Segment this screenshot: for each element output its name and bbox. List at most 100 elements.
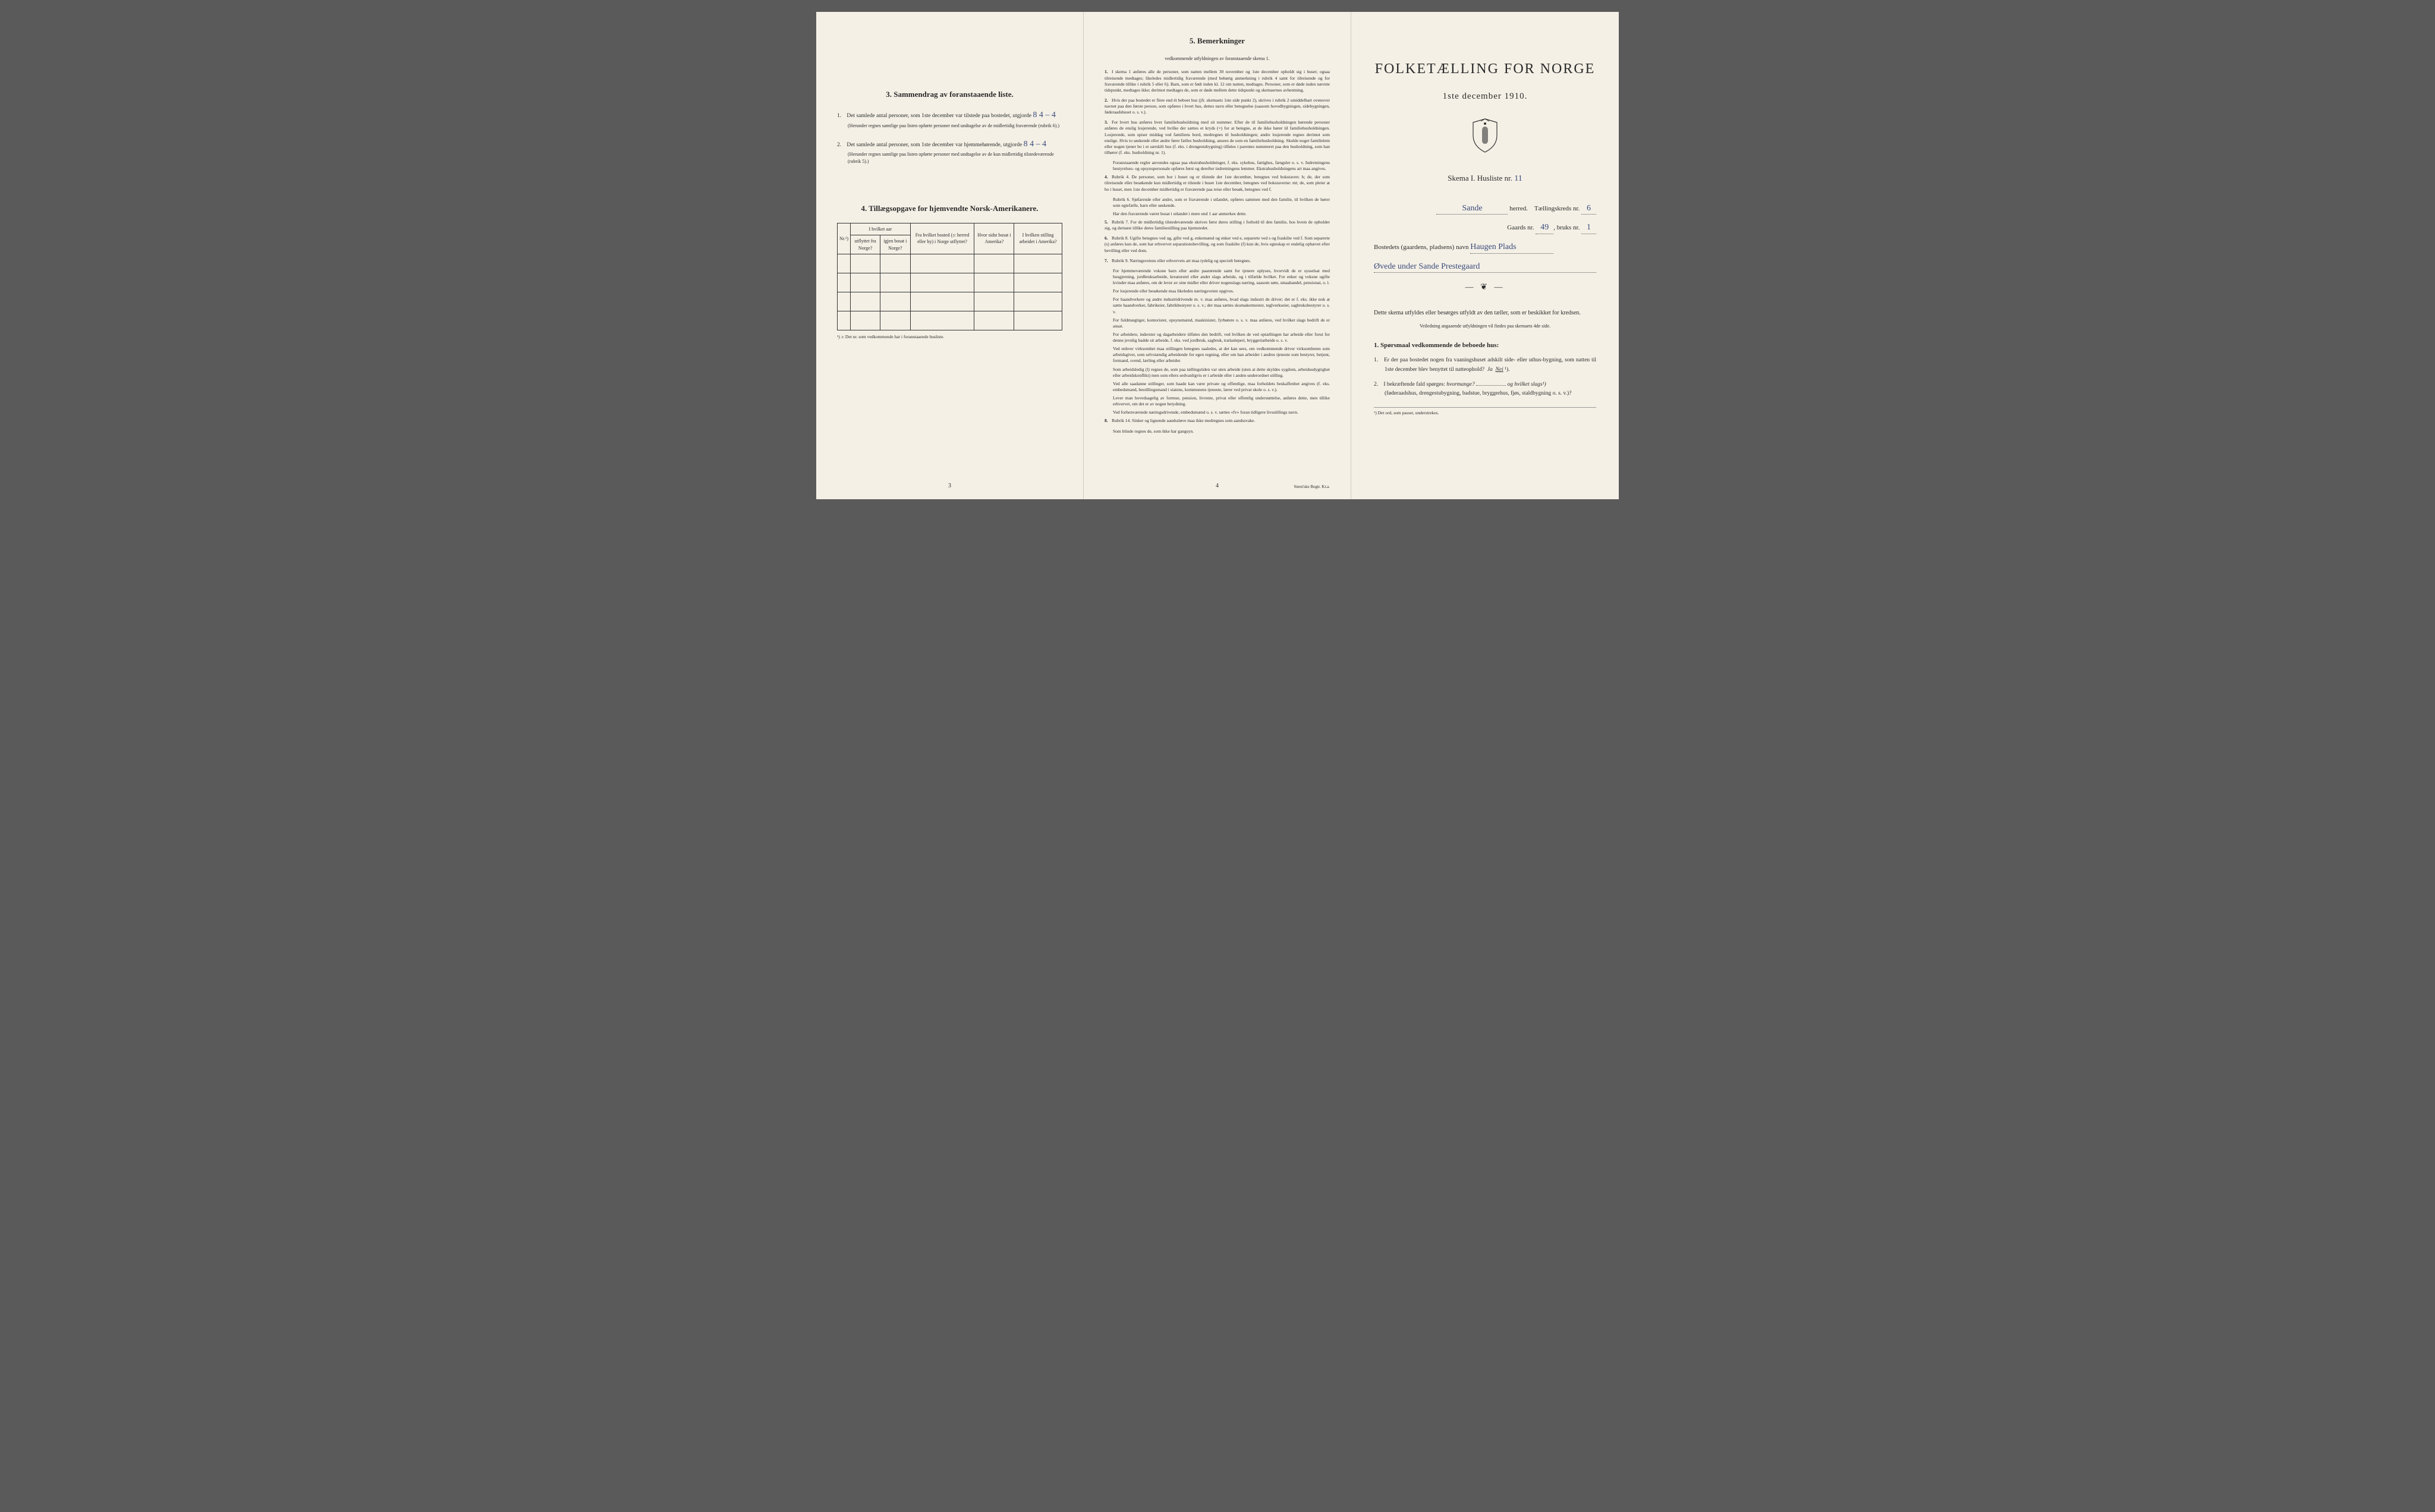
remark-text: For hvert hus anføres hver familiehushol… [1105,119,1330,155]
census-title: FOLKETÆLLING FOR NORGE [1374,59,1596,80]
remark-item: Har den fraværende været bosat i utlande… [1113,211,1330,217]
gaard-label: Gaards nr. [1507,224,1534,231]
remark-number: 6. [1105,235,1112,241]
remark-item: For losjerende eller besøkende maa likel… [1113,288,1330,294]
bosted-line: Bostedets (gaardens, pladsens) navn Haug… [1374,241,1596,254]
item-2-handwritten: 8 4 – 4 [1024,140,1047,149]
question-heading: 1. Spørsmaal vedkommende de beboede hus: [1374,341,1596,350]
remark-text: Som blinde regnes de, som ikke har gangs… [1113,429,1194,434]
item-1-text: Det samlede antal personer, som 1ste dec… [847,113,1031,119]
remark-item: For fuldmægtiger, kontorister, opsynsmæn… [1113,317,1330,329]
page-1-title: FOLKETÆLLING FOR NORGE 1ste december 191… [1351,12,1619,499]
remark-item: For haandverkere og andre industridriven… [1113,297,1330,314]
remark-item: 6.Rubrik 8. Ugifte betegnes ved ug, gift… [1105,235,1330,253]
remark-item: Lever man hovedsagelig av formue, pensio… [1113,395,1330,407]
q2-text: I bekræftende fald spørges: [1383,382,1445,388]
remark-text: For haandverkere og andre industridriven… [1113,297,1330,314]
remark-item: For hjemmeværende voksne barn eller andr… [1113,268,1330,286]
table-footnote: ¹) ɔ: Det nr. som vedkommende har i fora… [837,334,1062,341]
page-number: 4 [1216,482,1219,490]
remark-number: 5. [1105,219,1112,225]
kreds-label: Tællingskreds nr. [1534,205,1580,212]
gaard-line: Gaards nr. 49, bruks nr. 1 [1374,222,1596,234]
item-1-note: (Herunder regnes samtlige paa listen opf… [848,122,1062,130]
bosted-line-2: Øvede under Sande Prestegaard [1374,261,1596,273]
summary-item-2: 2. Det samlede antal personer, som 1ste … [837,138,1062,165]
item-number: 2. [837,141,845,150]
remark-text: For hjemmeværende voksne barn eller andr… [1113,268,1330,285]
remark-text: Ved enhver virksomhet maa stillingen bet… [1113,346,1330,363]
q1-ja: Ja [1487,367,1493,373]
husliste-nr: 11 [1514,174,1522,183]
table-body [838,254,1062,330]
remark-text: Hvis der paa bostedet er flere end ét be… [1105,97,1330,115]
instruction-subtext: Veiledning angaaende utfyldningen vil fi… [1374,323,1596,329]
th-position: I hvilken stilling arbeidet i Amerika? [1014,223,1062,254]
th-nr: Nr.¹) [838,223,851,254]
remark-text: Rubrik 6. Sjøfarende eller andre, som er… [1113,197,1330,208]
remark-text: Har den fraværende været bosat i utlande… [1113,211,1247,216]
remarks-list: 1.I skema 1 anføres alle de personer, so… [1105,69,1330,434]
census-date: 1ste december 1910. [1374,90,1596,103]
th-emigrated: utflyttet fra Norge? [851,235,880,254]
remark-item: 4.Rubrik 4. De personer, som bor i huset… [1105,174,1330,192]
section-3-title: 3. Sammendrag av foranstaaende liste. [837,89,1062,100]
remark-item: Som blinde regnes de, som ikke har gangs… [1113,429,1330,434]
remark-text: For fuldmægtiger, kontorister, opsynsmæn… [1113,317,1330,329]
gaard-value: 49 [1536,222,1553,234]
schema-line: Skema I. Husliste nr. 11 [1374,173,1596,185]
section-4-title: 4. Tillægsopgave for hjemvendte Norsk-Am… [837,203,1062,214]
herred-line: Sande herred. Tællingskreds nr. 6 [1374,203,1596,215]
question-2: 2. I bekræftende fald spørges: hvormange… [1385,380,1596,398]
ornament-icon: ― ❦ ― [1374,282,1596,294]
remark-number: 1. [1105,69,1112,75]
remark-item: 2.Hvis der paa bostedet er flere end ét … [1105,97,1330,115]
herred-label: herred. [1509,205,1528,212]
remark-item: 7.Rubrik 9. Næringsveiens eller erhverve… [1105,258,1330,264]
remark-text: For losjerende eller besøkende maa likel… [1113,288,1234,294]
item-2-note: (Herunder regnes samtlige paa listen opf… [848,151,1062,165]
th-from: Fra hvilket bosted (ɔ: herred eller by) … [910,223,974,254]
page-number: 3 [948,482,951,490]
question-1: 1. Er der paa bostedet nogen fra vaaning… [1385,356,1596,374]
remark-number: 4. [1105,174,1112,180]
remark-number: 2. [1105,97,1112,103]
summary-item-1: 1. Det samlede antal personer, som 1ste … [837,109,1062,129]
bosted-value-2: Øvede under Sande Prestegaard [1374,261,1596,273]
coat-of-arms-icon [1374,118,1596,156]
remark-item: For arbeidere, inderster og dagarbeidere… [1113,332,1330,344]
th-where: Hvor sidst bosat i Amerika? [974,223,1014,254]
remark-text: Rubrik 9. Næringsveiens eller erhvervets… [1112,258,1251,263]
page-4-remarks: 5. Bemerkninger vedkommende utfyldningen… [1084,12,1351,499]
q2-a: hvormange? [1446,382,1475,388]
remark-item: Rubrik 6. Sjøfarende eller andre, som er… [1113,197,1330,209]
remark-number: 8. [1105,418,1112,424]
page-3-summary: 3. Sammendrag av foranstaaende liste. 1.… [816,12,1084,499]
remark-text: Lever man hovedsagelig av formue, pensio… [1113,395,1330,407]
herred-value: Sande [1436,203,1508,215]
remark-text: Som arbeidsledig (l) regnes de, som paa … [1113,367,1330,378]
schema-label: Skema I. Husliste nr. [1448,174,1512,182]
footnote-text: ¹) Det ord, som passer, understrekes. [1374,410,1439,415]
remark-text: Rubrik 8. Ugifte betegnes ved ug, gifte … [1105,235,1330,253]
remark-text: Rubrik 14. Sinker og lignende aandssløve… [1112,418,1255,423]
item-1-handwritten: 8 4 – 4 [1033,111,1056,119]
remark-text: Rubrik 4. De personer, som bor i huset o… [1105,174,1330,191]
remark-item: 8.Rubrik 14. Sinker og lignende aandsslø… [1105,418,1330,424]
remark-item: 3.For hvert hus anføres hver familiehush… [1105,119,1330,156]
th-returned: igjen bosat i Norge? [880,235,910,254]
remark-text: I skema 1 anføres alle de personer, som … [1105,69,1330,92]
remark-number: 7. [1105,258,1112,264]
q1-nei: Nei [1496,367,1503,373]
bosted-value: Haugen Plads [1470,241,1553,254]
remark-text: Ved forhenværende næringsdrivende, embed… [1113,410,1298,415]
th-year: I hvilket aar [851,223,911,235]
q2-note: (føderaadshus, drengestubygning, badstue… [1385,390,1571,396]
bruk-value: 1 [1581,222,1596,234]
q1-sup: ¹). [1505,367,1509,373]
bruk-label: bruks nr. [1557,224,1580,231]
remark-item: 1.I skema 1 anføres alle de personer, so… [1105,69,1330,93]
q2-b: og hvilket slags¹) [1508,382,1546,388]
kreds-value: 6 [1581,203,1596,215]
bosted-label: Bostedets (gaardens, pladsens) navn [1374,244,1468,251]
